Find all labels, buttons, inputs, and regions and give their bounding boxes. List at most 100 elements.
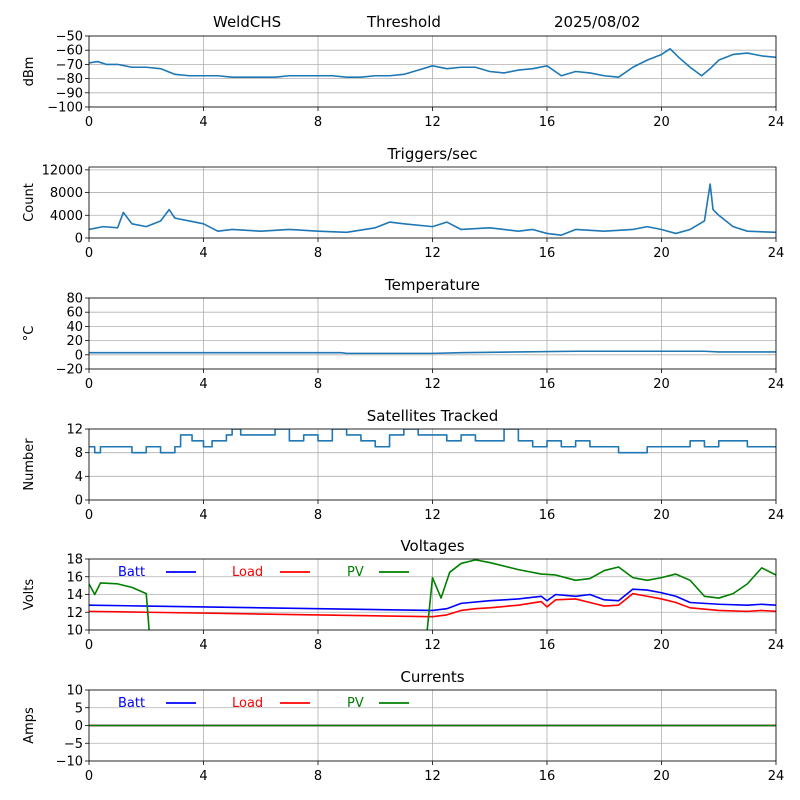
series-line-load [89,592,776,618]
x-tick-label: 0 [85,377,93,392]
x-tick-label: 8 [314,508,322,523]
x-tick-label: 20 [653,246,670,261]
chart-title: Currents [400,668,464,686]
x-tick-label: 12 [424,246,441,261]
x-tick-label: 12 [424,508,441,523]
header-mode: Threshold [366,13,441,31]
chart-title: Temperature [384,276,480,294]
x-tick-label: 0 [85,115,93,130]
y-tick-label: 10 [66,624,83,639]
y-tick-label: −5 [64,737,83,752]
plot-frame [88,297,777,370]
x-tick-label: 4 [199,769,207,784]
x-tick-label: 4 [199,508,207,523]
y-tick-label: −100 [47,101,83,116]
x-tick-label: 12 [424,638,441,653]
y-tick-label: 20 [66,334,83,349]
x-tick-label: 12 [424,115,441,130]
x-tick-label: 16 [539,638,556,653]
series-line-batt [89,588,776,612]
series-line-pv [89,559,776,630]
x-tick-label: 0 [85,638,93,653]
series-line [89,47,776,78]
y-axis-label: dBm [22,57,37,87]
x-tick-label: 0 [85,769,93,784]
plot-frame [88,166,777,239]
y-tick-label: 0 [75,232,83,247]
y-axis-label: Volts [22,579,37,611]
y-axis-label: Count [22,183,37,222]
header-date: 2025/08/02 [554,13,640,31]
series-line [89,429,776,454]
legend-label-pv: PV [347,696,364,711]
x-tick-label: 24 [768,377,785,392]
x-tick-label: 4 [199,246,207,261]
x-tick-label: 8 [314,115,322,130]
x-tick-label: 24 [768,115,785,130]
y-tick-label: −60 [56,44,83,59]
chart-panel-voltages: 0 4 8 12 16 20 24 10 12 14 16 18 Voltages Volts Batt Lo… [22,537,784,653]
legend-label-batt: Batt [118,696,145,711]
y-tick-label: 5 [75,701,83,716]
y-tick-label: 12000 [42,163,83,178]
legend-label-load: Load [232,696,263,711]
x-tick-label: 16 [539,115,556,130]
y-tick-label: 12 [66,423,83,438]
plot-frame [88,689,777,762]
x-tick-label: 20 [653,115,670,130]
y-axis-label: Number [22,438,37,491]
x-tick-label: 20 [653,377,670,392]
y-tick-label: 8 [75,446,83,461]
series-line [89,350,776,355]
y-tick-label: 0 [75,494,83,509]
plot-frame [88,428,777,501]
x-tick-label: 24 [768,638,785,653]
x-tick-label: 16 [539,508,556,523]
y-tick-label: −90 [56,86,83,101]
x-tick-label: 16 [539,246,556,261]
y-tick-label: 0 [75,348,83,363]
x-tick-label: 8 [314,377,322,392]
legend-label-load: Load [232,565,263,580]
x-tick-label: 24 [768,769,785,784]
x-tick-label: 8 [314,769,322,784]
y-tick-label: −70 [56,58,83,73]
y-axis-label: °C [22,326,37,342]
x-tick-label: 4 [199,638,207,653]
y-tick-label: −80 [56,72,83,87]
x-tick-label: 16 [539,769,556,784]
x-tick-label: 8 [314,638,322,653]
y-axis-label: Amps [22,707,37,744]
x-tick-label: 20 [653,769,670,784]
y-tick-label: −10 [56,755,83,770]
x-tick-label: 20 [653,638,670,653]
x-tick-label: 12 [424,769,441,784]
y-tick-label: 60 [66,306,83,321]
header-station: WeldCHS [213,13,281,31]
y-tick-label: 40 [66,320,83,335]
x-tick-label: 4 [199,377,207,392]
chart-panel-triggers-sec: 0 4 8 12 16 20 24 0 4000 8000 12000 Triggers/sec Cou… [22,145,784,261]
x-tick-label: 8 [314,246,322,261]
y-tick-label: 12 [66,606,83,621]
y-tick-label: 4 [75,470,83,485]
x-tick-label: 24 [768,246,785,261]
plot-frame [88,35,777,108]
y-tick-label: 4000 [50,209,83,224]
y-tick-label: 0 [75,719,83,734]
x-tick-label: 0 [85,508,93,523]
x-tick-label: 0 [85,246,93,261]
x-tick-label: 12 [424,377,441,392]
chart-panel-currents: 0 4 8 12 16 20 24 −10 −5 0 5 10 Currents Amps Batt Load… [22,668,784,784]
y-tick-label: 14 [66,588,83,603]
y-tick-label: −50 [56,30,83,45]
chart-title: Satellites Tracked [367,407,498,425]
y-tick-label: 18 [66,553,83,568]
chart-panel-signal: 0 4 8 12 16 20 24 −100−90−80−70−60−50 dBm [22,30,784,131]
series-line [89,183,776,236]
y-tick-label: 80 [66,292,83,307]
y-tick-label: 10 [66,684,83,699]
chart-title: Triggers/sec [387,145,478,163]
